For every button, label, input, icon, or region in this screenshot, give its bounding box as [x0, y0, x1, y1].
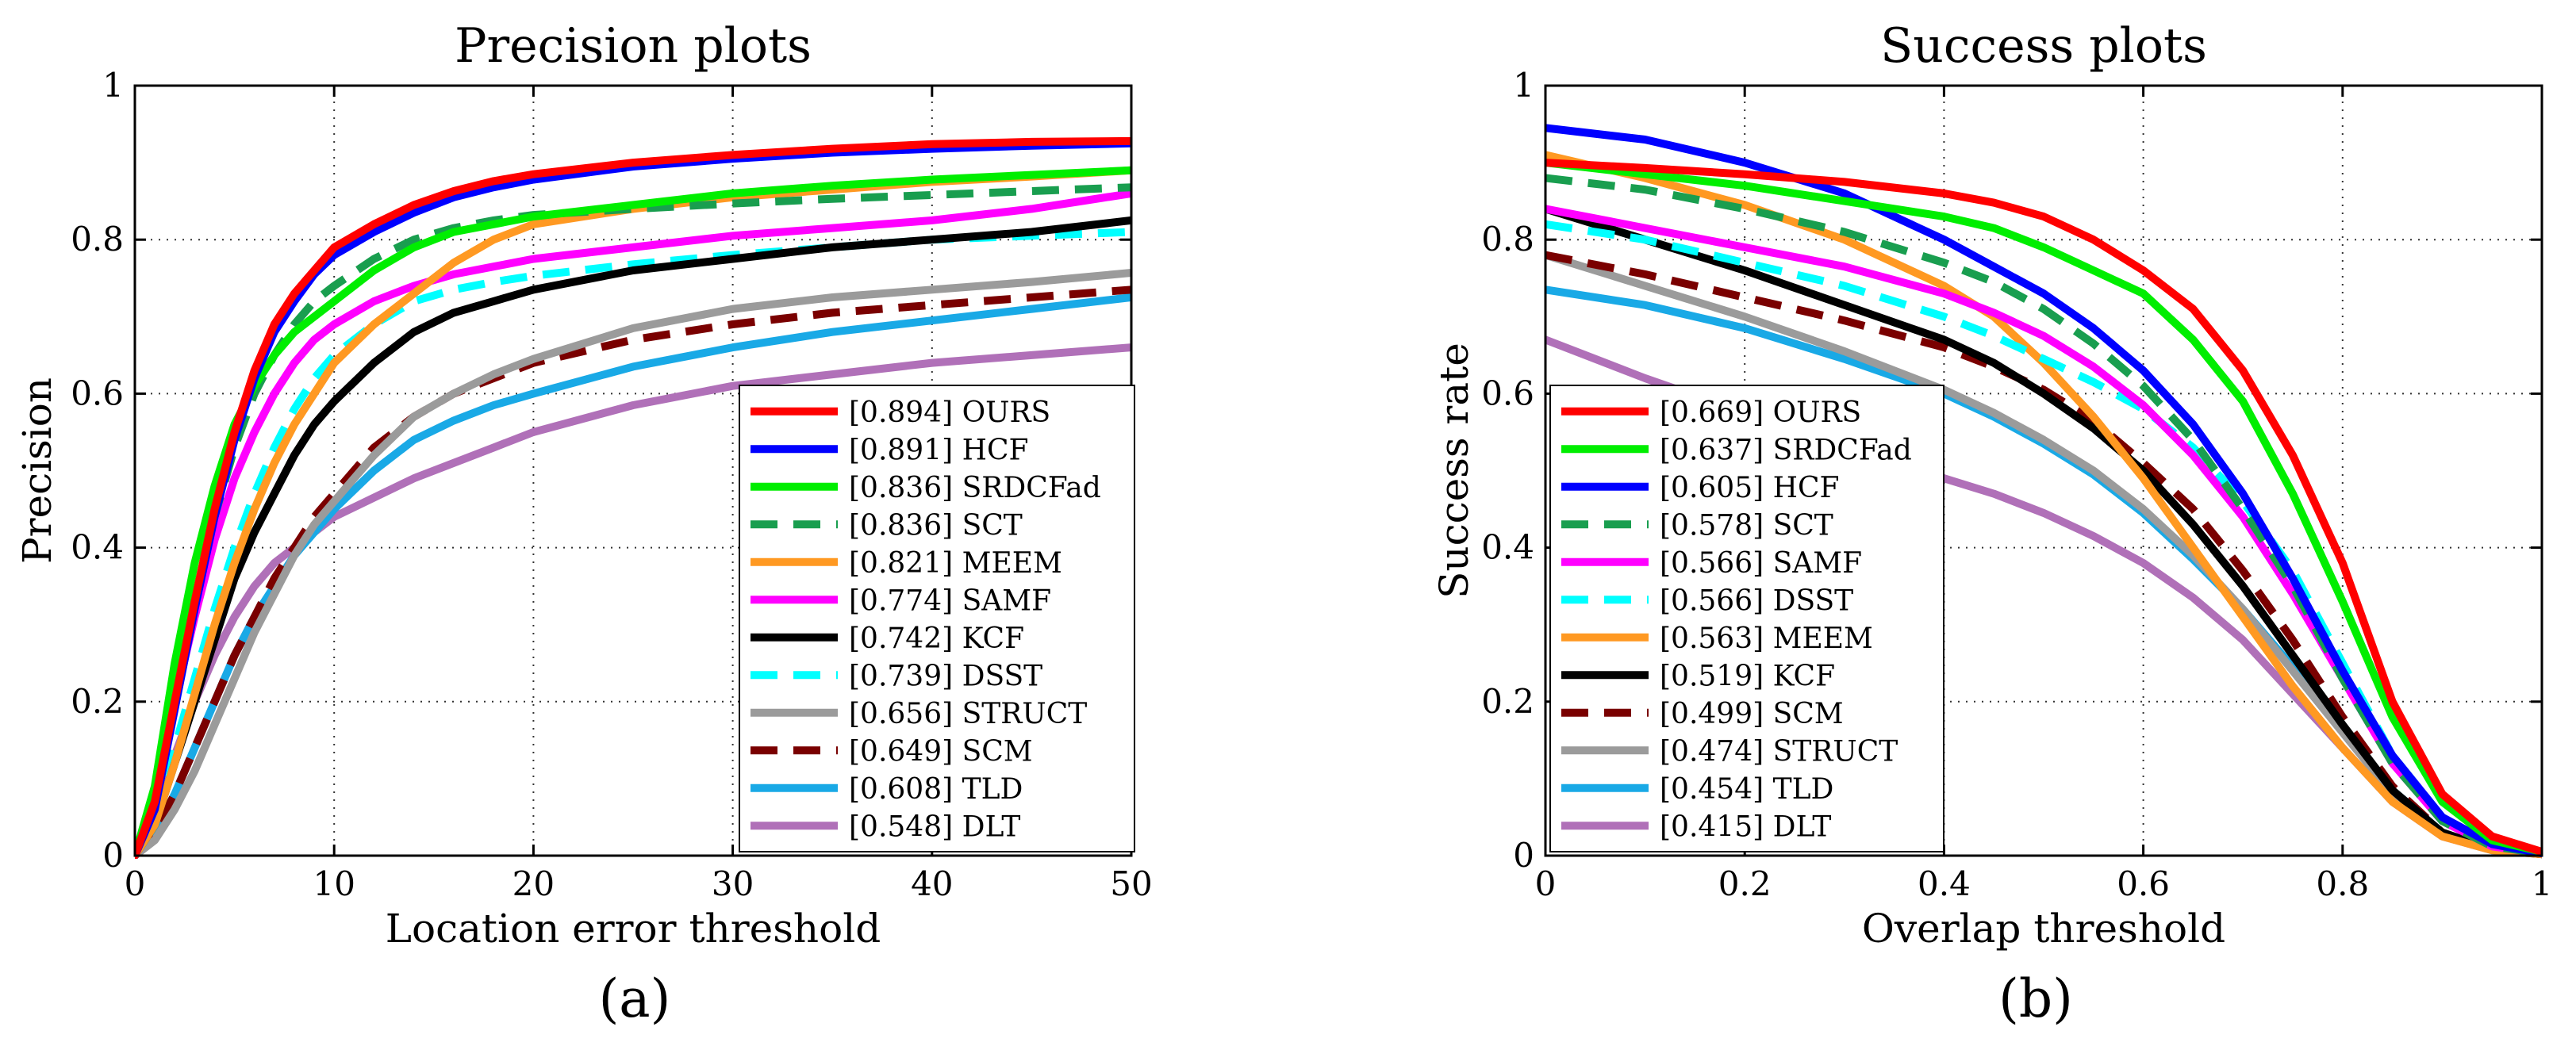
- success-y-axis-label: Success rate: [1431, 343, 1477, 599]
- precision-xtick-label: 30: [712, 864, 754, 903]
- success-legend-label-11: [0.415] DLT: [1660, 810, 1831, 843]
- success-ytick-label: 0.8: [1481, 220, 1534, 259]
- success-legend-label-0: [0.669] OURS: [1660, 396, 1861, 429]
- precision-ytick-label: 0.2: [71, 682, 124, 721]
- precision-xtick-label: 50: [1110, 864, 1152, 903]
- success-legend-label-5: [0.566] DSST: [1660, 584, 1853, 617]
- success-series-line-0: [1545, 159, 2542, 856]
- success-ytick-label: 1: [1513, 66, 1534, 105]
- precision-ytick-label: 1: [102, 66, 124, 105]
- precision-legend-label-1: [0.891] HCF: [849, 434, 1029, 466]
- success-xtick-label: 0.6: [2117, 864, 2170, 903]
- precision-xtick-label: 10: [313, 864, 355, 903]
- precision-legend-label-10: [0.608] TLD: [849, 773, 1023, 806]
- success-legend-label-1: [0.637] SRDCFad: [1660, 434, 1912, 466]
- success-legend-label-7: [0.519] KCF: [1660, 660, 1835, 692]
- success-xtick-label: 0.4: [1918, 864, 1971, 903]
- success-legend-label-3: [0.578] SCT: [1660, 509, 1833, 542]
- precision-y-axis-label: Precision: [14, 377, 60, 564]
- success-ytick-label: 0.6: [1481, 374, 1534, 412]
- precision-series-group: [135, 136, 1131, 859]
- precision-series-line-9: [135, 285, 1131, 859]
- success-x-axis-label: Overlap threshold: [1862, 906, 2225, 952]
- success-series-line-7: [1545, 205, 2542, 859]
- precision-ytick-label: 0.4: [71, 528, 124, 567]
- precision-xtick-label: 0: [125, 864, 146, 903]
- success-legend-label-8: [0.499] SCM: [1660, 698, 1844, 730]
- precision-xtick-label: 40: [911, 864, 953, 903]
- success-series-line-1: [1545, 159, 2542, 856]
- success-xtick-label: 1: [2532, 864, 2553, 903]
- precision-legend-label-8: [0.656] STRUCT: [849, 698, 1087, 730]
- success-legend-label-2: [0.605] HCF: [1660, 472, 1840, 504]
- success-legend-label-10: [0.454] TLD: [1660, 773, 1833, 806]
- success-xtick-label: 0: [1535, 864, 1557, 903]
- success-legend-label-6: [0.563] MEEM: [1660, 623, 1873, 655]
- precision-ytick-label: 0: [102, 836, 124, 875]
- precision-legend-label-6: [0.742] KCF: [849, 623, 1024, 655]
- precision-x-axis-label: Location error threshold: [386, 906, 881, 952]
- precision-chart-title: Precision plots: [455, 18, 812, 74]
- success-legend-label-9: [0.474] STRUCT: [1660, 735, 1898, 768]
- precision-legend-label-9: [0.649] SCM: [849, 735, 1033, 768]
- success-xtick-label: 0.2: [1718, 864, 1772, 903]
- success-ytick-label: 0.2: [1481, 682, 1534, 721]
- precision-legend-label-11: [0.548] DLT: [849, 810, 1020, 843]
- success-ytick-label: 0.4: [1481, 528, 1534, 567]
- success-ytick-label: 0: [1513, 836, 1534, 875]
- precision-legend-label-3: [0.836] SCT: [849, 509, 1023, 542]
- precision-legend-label-0: [0.894] OURS: [849, 396, 1050, 429]
- precision-series-line-2: [135, 166, 1131, 859]
- success-xtick-label: 0.8: [2316, 864, 2369, 903]
- success-plot-panel: 0 0.2 0.4 0.6 0.8 1 0 0.2 0.4 0.6 0.8 1 Success plot…: [1431, 18, 2552, 952]
- precision-ytick-label: 0.6: [71, 374, 124, 412]
- precision-series-line-0: [135, 136, 1131, 859]
- panel-label-b: (b): [1998, 968, 2073, 1029]
- success-legend: [0.669] OURS [0.637] SRDCFad [0.605] HCF [0…: [1549, 385, 1944, 852]
- precision-ytick-label: 0.8: [71, 220, 124, 259]
- success-axes-frame: [1544, 84, 2543, 857]
- precision-series-line-8: [135, 269, 1131, 859]
- precision-plot-panel: 0 10 20 30 40 50 0 0.2 0.4 0.6 0.8 1 Precision plots…: [14, 18, 1153, 952]
- success-legend-label-4: [0.566] SAMF: [1660, 547, 1862, 580]
- success-series-line-3: [1545, 174, 2542, 858]
- precision-xtick-label: 20: [513, 864, 555, 903]
- panel-label-a: (a): [599, 968, 671, 1029]
- precision-legend: [0.894] OURS [0.891] HCF [0.836] SRDCFad [0…: [739, 385, 1135, 852]
- precision-legend-box: [739, 385, 1135, 852]
- success-chart-title: Success plots: [1880, 18, 2207, 74]
- success-legend-box: [1549, 385, 1944, 852]
- precision-legend-label-7: [0.739] DSST: [849, 660, 1042, 692]
- precision-legend-label-4: [0.821] MEEM: [849, 547, 1062, 580]
- precision-legend-label-5: [0.774] SAMF: [849, 584, 1051, 617]
- precision-legend-label-2: [0.836] SRDCFad: [849, 472, 1101, 504]
